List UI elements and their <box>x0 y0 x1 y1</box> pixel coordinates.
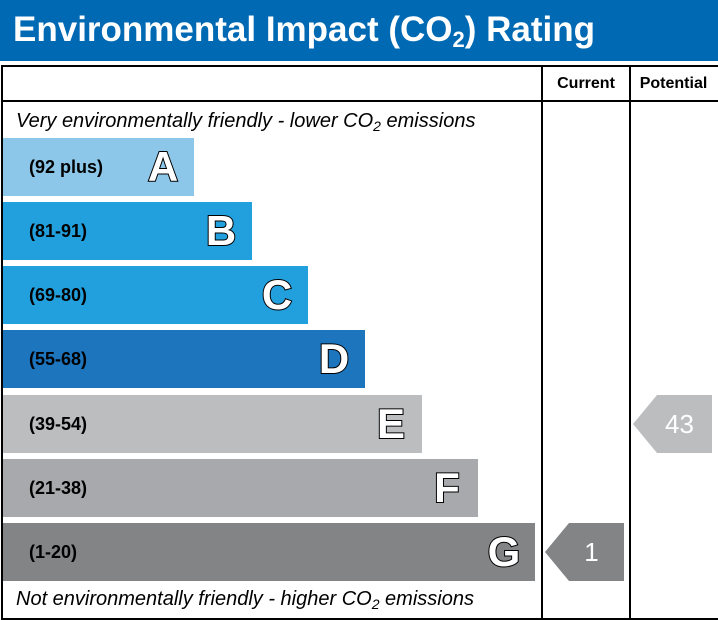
chart-header: Environmental Impact (CO2) Rating <box>0 0 718 61</box>
band-g: (1-20) G <box>3 523 535 581</box>
current-arrow-shape <box>545 523 624 581</box>
current-rating-value: 1 <box>584 537 599 567</box>
band-a: (92 plus) A <box>3 138 194 196</box>
band-letter: B <box>205 206 237 255</box>
band-e: (39-54) E <box>3 395 422 453</box>
band-range-label: (21-38) <box>29 478 88 498</box>
current-arrow-polygon <box>545 523 624 581</box>
potential-arrow-shape <box>633 395 712 453</box>
potential-rating-value: 43 <box>665 409 694 439</box>
chart-title: Environmental Impact (CO2) Rating <box>13 10 596 52</box>
band-range-label: (39-54) <box>29 414 88 434</box>
band-letter: C <box>261 270 293 319</box>
band-letter: A <box>147 142 179 191</box>
top-note: Very environmentally friendly - lower CO… <box>16 110 476 134</box>
band-b: (81-91) B <box>3 202 252 260</box>
band-c: (69-80) C <box>3 266 308 324</box>
current-rating-arrow: 1 <box>545 523 624 581</box>
band-letter: G <box>487 527 522 576</box>
band-range-label: (81-91) <box>29 221 88 241</box>
band-letter: E <box>376 399 406 448</box>
band-range-label: (1-20) <box>29 542 78 562</box>
potential-column-divider <box>629 65 631 618</box>
band-letter: F <box>433 463 461 512</box>
potential-arrow-polygon <box>633 395 712 453</box>
header-row-divider <box>1 100 718 102</box>
band-range-label: (55-68) <box>29 349 88 369</box>
potential-rating-arrow: 43 <box>633 395 712 453</box>
band-range-label: (69-80) <box>29 285 88 305</box>
band-d: (55-68) D <box>3 330 365 388</box>
potential-column-header: Potential <box>639 75 708 92</box>
band-f: (21-38) F <box>3 459 478 517</box>
current-column-divider <box>541 65 543 618</box>
band-range-label: (92 plus) <box>29 157 104 177</box>
bottom-note: Not environmentally friendly - higher CO… <box>16 588 474 612</box>
band-letter: D <box>318 334 350 383</box>
current-column-header: Current <box>557 75 615 92</box>
